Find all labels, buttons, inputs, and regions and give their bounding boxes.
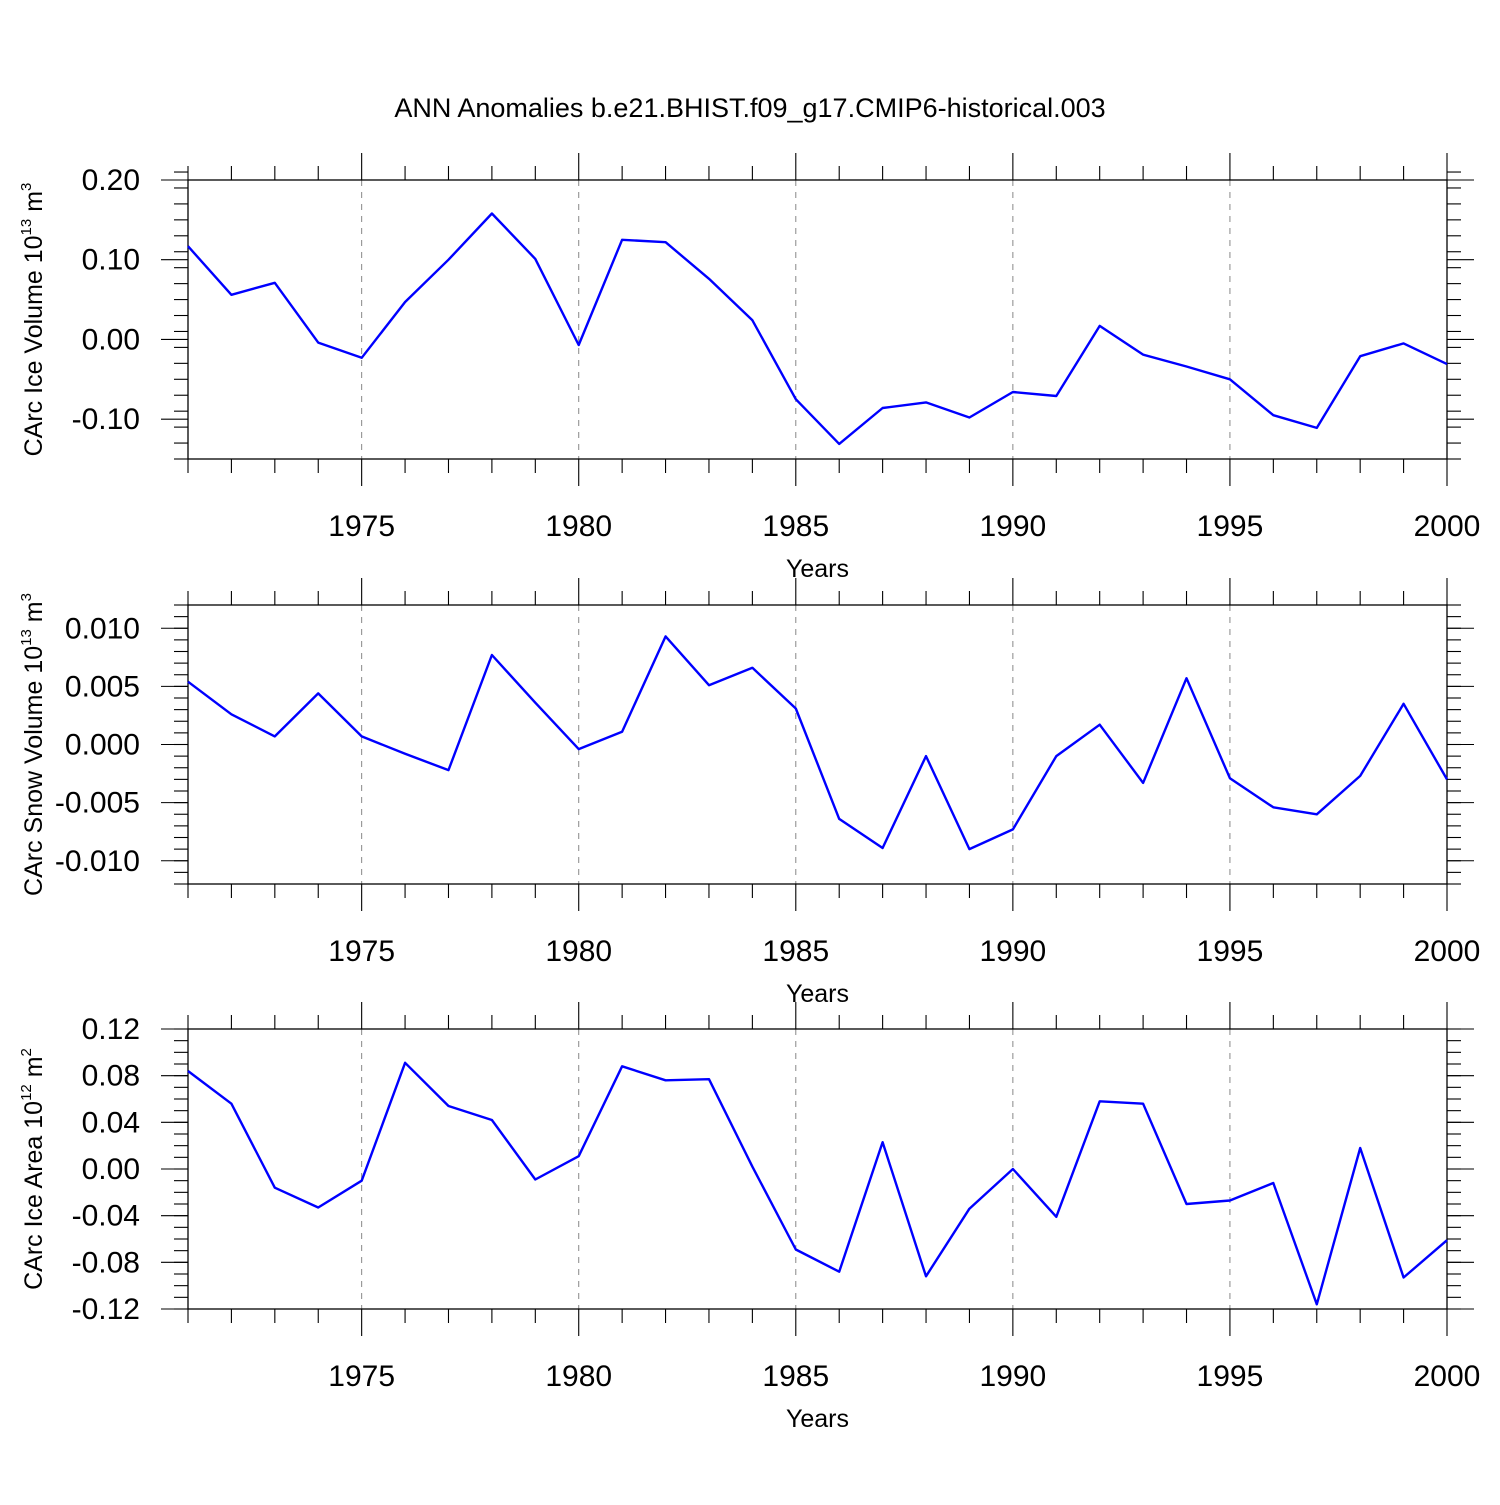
plot-frame bbox=[188, 605, 1447, 884]
y-tick-label: 0.005 bbox=[65, 670, 140, 703]
y-tick-label: 0.10 bbox=[82, 244, 140, 277]
y-tick-label: -0.005 bbox=[55, 787, 140, 820]
x-tick-label: 1990 bbox=[979, 935, 1046, 968]
plot-frame bbox=[188, 1029, 1447, 1309]
x-tick-label: 1975 bbox=[328, 510, 395, 543]
x-tick-label: 1985 bbox=[762, 1360, 829, 1393]
y-tick-label: -0.12 bbox=[72, 1293, 140, 1326]
x-tick-label: 1975 bbox=[328, 935, 395, 968]
y-tick-label: 0.000 bbox=[65, 729, 140, 762]
x-tick-label: 1980 bbox=[545, 510, 612, 543]
y-tick-label: 0.04 bbox=[82, 1106, 140, 1139]
y-axis-label: CArc Snow Volume 1013 m3 bbox=[18, 593, 48, 896]
y-tick-label: 0.12 bbox=[82, 1013, 140, 1046]
series-line bbox=[188, 1063, 1447, 1305]
y-tick-label: -0.10 bbox=[72, 403, 140, 436]
y-tick-label: 0.08 bbox=[82, 1060, 140, 1093]
y-tick-label: 0.00 bbox=[82, 323, 140, 356]
x-tick-label: 1975 bbox=[328, 1360, 395, 1393]
x-tick-label: 2000 bbox=[1414, 935, 1481, 968]
x-tick-label: 1995 bbox=[1197, 510, 1264, 543]
y-tick-label: -0.04 bbox=[72, 1200, 140, 1233]
y-tick-label: -0.010 bbox=[55, 845, 140, 878]
chart-panels: 0.20 0.10 0.00 -0.10 1975 1980 1985 1990 1995 200… bbox=[18, 153, 1480, 1433]
panel-2: 0.010 0.005 0.000 -0.005 -0.010 1975 1980 1985 1… bbox=[18, 578, 1480, 1008]
chart-title: ANN Anomalies b.e21.BHIST.f09_g17.CMIP6-… bbox=[394, 93, 1105, 123]
x-tick-label: 2000 bbox=[1414, 1360, 1481, 1393]
plot-frame bbox=[188, 180, 1447, 459]
y-tick-label: 0.20 bbox=[82, 164, 140, 197]
y-tick-label: -0.08 bbox=[72, 1246, 140, 1279]
x-tick-label: 1980 bbox=[545, 935, 612, 968]
x-tick-label: 1995 bbox=[1197, 935, 1264, 968]
y-axis-label: CArc Ice Volume 1013 m3 bbox=[18, 183, 48, 457]
x-tick-label: 2000 bbox=[1414, 510, 1481, 543]
series-line bbox=[188, 214, 1447, 444]
x-tick-label: 1995 bbox=[1197, 1360, 1264, 1393]
y-tick-label: 0.010 bbox=[65, 612, 140, 645]
x-tick-label: 1990 bbox=[979, 510, 1046, 543]
series-line bbox=[188, 636, 1447, 849]
panel-1: 0.20 0.10 0.00 -0.10 1975 1980 1985 1990 1995 200… bbox=[18, 153, 1480, 583]
x-axis-label: Years bbox=[786, 1405, 849, 1433]
x-tick-label: 1990 bbox=[979, 1360, 1046, 1393]
y-tick-label: 0.00 bbox=[82, 1153, 140, 1186]
y-axis-label: CArc Ice Area 1012 m2 bbox=[18, 1048, 48, 1290]
x-tick-label: 1985 bbox=[762, 510, 829, 543]
x-tick-label: 1985 bbox=[762, 935, 829, 968]
panel-3: 0.12 0.08 0.04 0.00 -0.04 -0.08 -0.12 1975 1980 1… bbox=[18, 1002, 1480, 1433]
x-tick-label: 1980 bbox=[545, 1360, 612, 1393]
